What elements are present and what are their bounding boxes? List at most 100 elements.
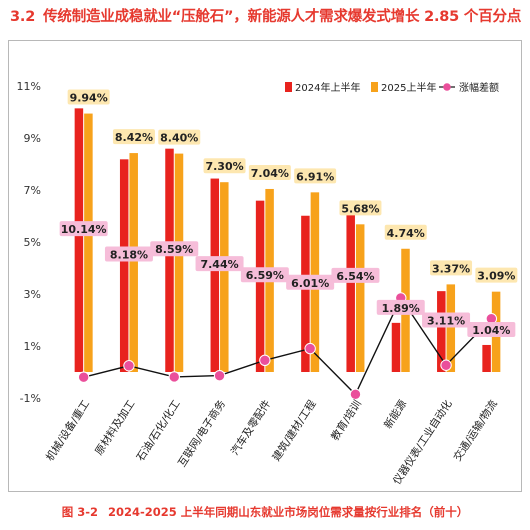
y-tick-label: 11% xyxy=(17,80,41,93)
label-2025-bg xyxy=(67,89,110,105)
diff-marker xyxy=(123,360,135,372)
label-2025-bg xyxy=(475,267,518,283)
diff-marker xyxy=(304,342,316,355)
x-category-label: 新能源 xyxy=(381,397,409,431)
y-tick-label: 5% xyxy=(24,236,41,249)
x-category-label: 互联网/电子商务 xyxy=(175,397,228,469)
y-tick-label: 7% xyxy=(24,184,41,197)
label-2025: 5.68% xyxy=(341,202,379,215)
label-2025-bg xyxy=(294,168,337,184)
label-2025: 8.40% xyxy=(160,132,198,145)
y-tick-label: 1% xyxy=(24,340,41,353)
bar-2024 xyxy=(437,291,446,372)
label-2024: 3.11% xyxy=(427,314,465,327)
label-2024-bg xyxy=(104,246,153,262)
figure-caption: 图 3-2 2024-2025 上半年同期山东就业市场岗位需求量按行业排名（前十） xyxy=(0,504,530,520)
y-tick-label: -1% xyxy=(20,392,41,405)
bar-2024 xyxy=(301,215,310,372)
label-2024: 6.59% xyxy=(246,269,284,282)
diff-marker xyxy=(259,354,271,366)
label-2025: 4.74% xyxy=(387,227,425,240)
legend-label: 2024年上半年 xyxy=(295,81,360,94)
x-category-label: 汽车及零配件 xyxy=(228,398,273,458)
y-tick-label: 9% xyxy=(24,132,41,145)
x-category-label: 教育/培训 xyxy=(328,398,364,443)
label-2025: 3.09% xyxy=(477,270,515,283)
y-tick-label: 3% xyxy=(24,288,41,301)
label-2024: 7.44% xyxy=(200,258,238,271)
chart-frame: 11% 9% 7% 5% 3% 1% -1% 2024年上半年 2025上半年 涨幅差额 9.94%… xyxy=(8,40,522,492)
bar-2024 xyxy=(346,201,355,372)
bar-2025 xyxy=(129,153,138,372)
label-2024-bg xyxy=(376,299,425,315)
bar-2025 xyxy=(174,153,184,372)
section-title: 3.2 传统制造业成稳就业“压舱石”，新能源人才需求爆发式增长 2.85 个百分点 xyxy=(10,5,525,26)
bar-2024 xyxy=(74,108,84,373)
label-2024-bg xyxy=(467,321,516,337)
section-title-text: 传统制造业成稳就业“压舱石”，新能源人才需求爆发式增长 2.85 个百分点 xyxy=(43,9,522,25)
label-2025: 7.30% xyxy=(205,160,243,173)
label-2024: 6.54% xyxy=(336,270,374,283)
label-2024-bg xyxy=(422,312,471,328)
label-2024: 8.59% xyxy=(155,243,193,256)
legend-label: 涨幅差额 xyxy=(459,81,499,94)
bar-2024 xyxy=(391,322,401,372)
section-number: 3.2 xyxy=(10,9,36,25)
label-2024: 8.18% xyxy=(110,249,148,262)
x-category-label: 建筑/建材/工程 xyxy=(270,397,319,463)
label-2024-bg xyxy=(331,267,380,283)
bar-2024 xyxy=(119,159,129,372)
label-2025-bg xyxy=(158,129,201,145)
label-2024: 10.14% xyxy=(61,223,107,236)
legend-swatch xyxy=(371,82,378,92)
label-2024-bg xyxy=(59,221,108,237)
diff-marker xyxy=(213,369,226,382)
bars-group xyxy=(74,108,501,373)
legend-label: 2025上半年 xyxy=(381,81,436,94)
label-2024-bg xyxy=(240,267,289,283)
label-2025: 6.91% xyxy=(296,170,334,183)
legend-swatch xyxy=(285,82,292,92)
label-2024-bg xyxy=(286,274,335,290)
bar-2024 xyxy=(165,148,174,372)
label-2024: 1.04% xyxy=(472,324,510,337)
label-2025: 8.42% xyxy=(115,131,153,144)
bar-2025 xyxy=(355,224,365,372)
diff-line-group xyxy=(77,292,498,401)
labels-2024: 10.14%8.18% 8.59% 7.44% 6.59% 6.01% 6.54% 1.89… xyxy=(59,221,516,337)
bar-2024 xyxy=(255,200,265,372)
bar-2025 xyxy=(446,284,456,372)
bar-line-chart: 11%9%7%5%3%1%-1%2024年上半年 2025上半年 涨幅差额9.94%… xyxy=(17,80,518,487)
x-category-label: 石油/石化/化工 xyxy=(134,398,183,464)
figure-caption-text: 2024-2025 上半年同期山东就业市场岗位需求量按行业排名（前十） xyxy=(107,505,469,519)
bar-2024 xyxy=(482,344,491,372)
label-2025: 7.04% xyxy=(251,167,289,180)
label-2024-bg xyxy=(195,256,244,272)
labels-2025: 9.94% 8.42% 8.40% 7.30% 7.04% 6.91% 5.68% 4.74%… xyxy=(67,89,518,283)
legend-swatch-marker xyxy=(443,83,451,91)
figure-number: 图 3-2 xyxy=(61,505,98,519)
label-2025: 9.94% xyxy=(70,92,108,105)
x-category-label: 机械/设备/重工 xyxy=(43,398,92,464)
label-2025-bg xyxy=(339,200,382,216)
diff-marker xyxy=(349,388,362,401)
bar-2025 xyxy=(84,113,93,372)
diff-marker xyxy=(77,371,90,383)
label-2024: 6.01% xyxy=(291,277,329,290)
x-category-label: 交通/运输/物流 xyxy=(451,397,500,463)
x-category-label: 原材料及加工 xyxy=(92,398,137,458)
bar-2025 xyxy=(220,182,229,372)
label-2024: 1.89% xyxy=(382,302,420,315)
label-2025-bg xyxy=(248,164,291,180)
label-2025-bg xyxy=(112,129,155,145)
diff-marker xyxy=(168,371,180,383)
label-2025: 3.37% xyxy=(432,262,470,275)
diff-marker xyxy=(440,359,452,371)
label-2024-bg xyxy=(150,241,199,257)
bar-2024 xyxy=(210,178,220,372)
label-2025-bg xyxy=(384,224,427,240)
diff-line xyxy=(83,296,492,396)
chart-legend: 2024年上半年 2025上半年 涨幅差额 xyxy=(285,81,499,94)
label-2025-bg xyxy=(430,260,473,276)
